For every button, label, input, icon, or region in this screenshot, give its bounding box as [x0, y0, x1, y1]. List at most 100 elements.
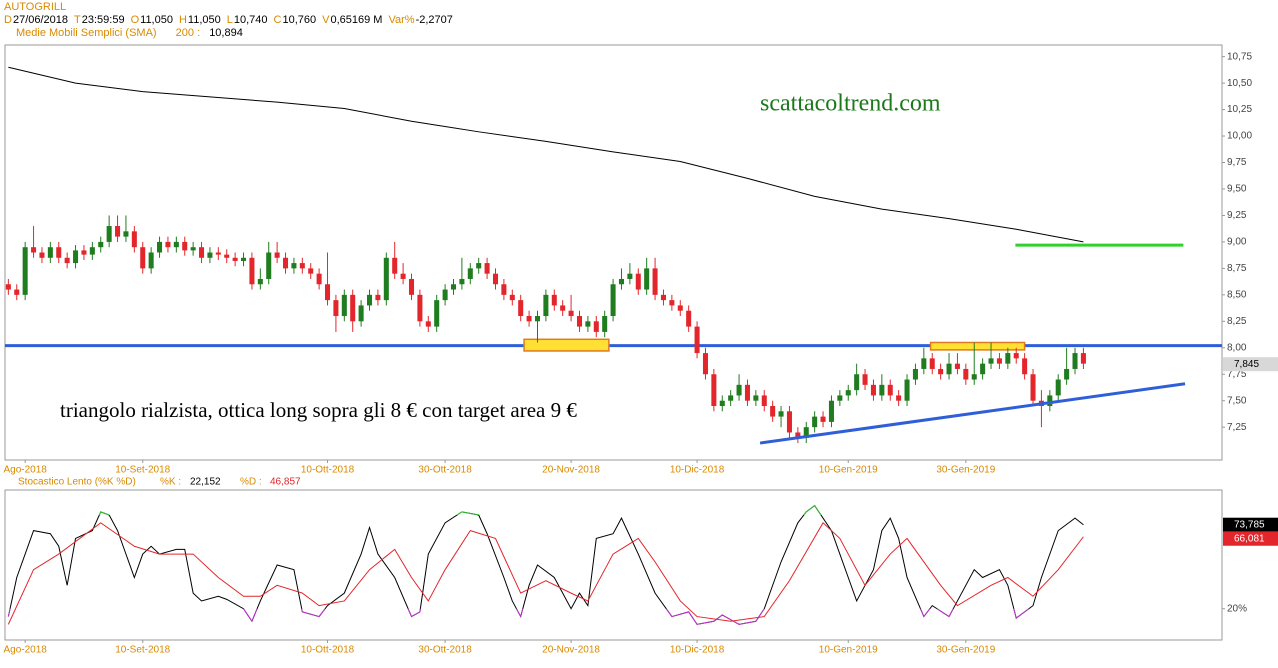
candle-body	[812, 416, 818, 428]
candle-body	[786, 411, 792, 433]
candle-body	[173, 241, 179, 248]
candle-body	[862, 374, 868, 385]
candle-body	[131, 231, 137, 248]
candle-body	[795, 432, 801, 438]
candle-body	[266, 252, 272, 279]
y-tick-label: 7,25	[1227, 422, 1247, 433]
candle-body	[618, 278, 624, 285]
candle-body	[770, 406, 776, 417]
zone-box	[929, 341, 1026, 351]
candle-body	[845, 390, 851, 396]
quote-info: D27/06/2018 T23:59:59 O11,050 H11,050 L10,74…	[4, 14, 459, 27]
candle-body	[140, 247, 146, 269]
candle-body	[870, 384, 876, 396]
candle-body	[81, 250, 87, 255]
candle-body	[509, 294, 515, 301]
candle-body	[854, 374, 860, 391]
candle-body	[753, 395, 759, 401]
candle-body	[484, 263, 490, 274]
info-key: L	[226, 14, 233, 26]
info-value: 27/06/2018	[12, 14, 69, 26]
candle-body	[56, 247, 62, 258]
last-price-label: 7,845	[1234, 359, 1259, 370]
x-tick-label: Ago-2018	[3, 465, 47, 476]
candle-body	[165, 241, 171, 248]
y-tick-label: 9,50	[1227, 184, 1247, 195]
candle-body	[459, 278, 465, 285]
candle-body	[425, 321, 431, 327]
candle-body	[341, 294, 347, 317]
symbol: AUTOGRILL	[4, 1, 67, 13]
candle-body	[5, 284, 11, 290]
candle-body	[971, 374, 977, 380]
stoch-key: %D :	[240, 477, 262, 488]
sma-line	[8, 66, 1084, 243]
candle-body	[190, 247, 196, 251]
candle-body	[996, 358, 1002, 364]
candle-body	[719, 400, 725, 407]
candle-body	[366, 294, 373, 306]
y-tick-label: 10,50	[1227, 78, 1252, 89]
candle-body	[308, 268, 314, 274]
candle-body	[257, 278, 263, 285]
y-tick-label: 20%	[1227, 603, 1247, 614]
candle-body	[291, 263, 297, 269]
candle-body	[669, 300, 675, 306]
last-value-tag	[1223, 517, 1278, 532]
candle-body	[316, 273, 322, 285]
candle-body	[686, 310, 692, 327]
candle-body	[518, 300, 524, 317]
y-tick-label: 8,25	[1227, 316, 1247, 327]
candle-body	[123, 231, 129, 237]
candle-body	[31, 247, 37, 253]
candle-body	[954, 363, 960, 369]
candle-body	[534, 316, 541, 322]
candle-body	[929, 358, 935, 369]
last-value-label: 66,081	[1234, 533, 1265, 544]
candle-body	[921, 358, 927, 369]
candle-body	[89, 247, 95, 255]
x-tick-label: 30-Ott-2018	[418, 645, 472, 656]
x-tick-label: 30-Gen-2019	[936, 465, 995, 476]
candle-body	[408, 278, 415, 295]
candle-body	[1064, 368, 1070, 380]
candle-body	[492, 273, 499, 285]
candle-body	[375, 294, 381, 301]
candle-body	[660, 294, 666, 301]
candle-body	[1030, 374, 1036, 401]
info-key: Var%	[388, 14, 415, 26]
candle-body	[568, 310, 574, 317]
info-value: 10,760	[282, 14, 317, 26]
candle-body	[283, 257, 289, 269]
stoch-band-highlight	[7, 608, 1030, 625]
info-value: 23:59:59	[81, 14, 125, 26]
y-tick-label: 10,25	[1227, 104, 1252, 115]
candle-body	[879, 384, 885, 396]
candle-body	[249, 257, 255, 285]
info-key: O	[130, 14, 140, 26]
x-tick-label: 10-Ott-2018	[301, 465, 355, 476]
candle-body	[551, 294, 557, 306]
candle-body	[224, 254, 230, 258]
candle-body	[98, 241, 104, 248]
candle-body	[324, 284, 331, 301]
stoch-plot-frame	[4, 489, 1223, 641]
candle-body	[47, 247, 53, 258]
candle-body	[501, 284, 507, 295]
candle-body	[644, 268, 650, 290]
x-tick-label: 20-Nov-2018	[542, 645, 600, 656]
candle-body	[467, 268, 473, 279]
candle-body	[106, 226, 112, 242]
candle-body	[744, 384, 750, 401]
y-tick-label: 7,50	[1227, 395, 1247, 406]
y-tick-label: 8,00	[1227, 342, 1247, 353]
candle-body	[1005, 353, 1011, 364]
candle-body	[803, 427, 809, 438]
info-value: 11,050	[140, 14, 173, 26]
candle-body	[694, 326, 700, 354]
candle-body	[1013, 353, 1019, 359]
candle-body	[635, 273, 641, 290]
x-tick-label: 10-Dic-2018	[670, 645, 725, 656]
